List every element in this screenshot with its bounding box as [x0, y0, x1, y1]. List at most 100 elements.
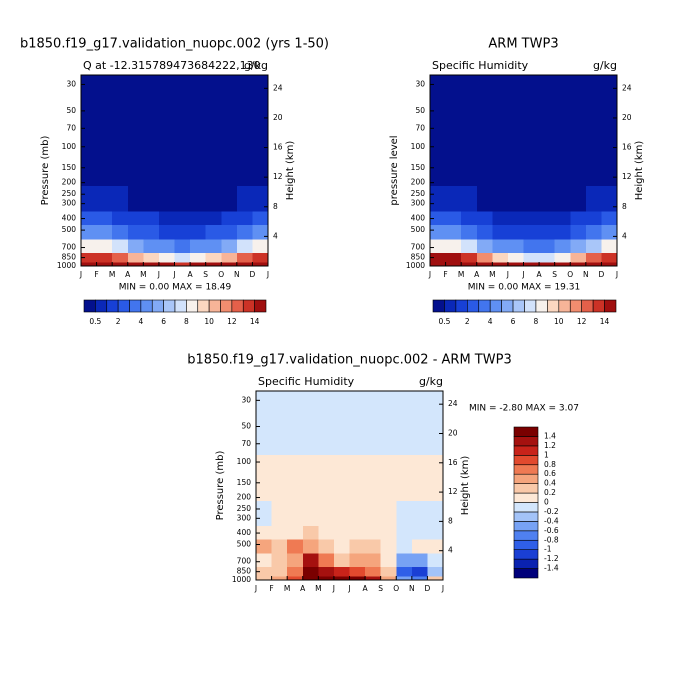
y-tick-label: 30 — [66, 79, 76, 88]
contour-cell — [445, 75, 462, 140]
y-tick-label: 850 — [411, 253, 426, 262]
chart-title: b1850.f19_g17.validation_nuopc.002 (yrs … — [20, 37, 329, 52]
contour-cell — [143, 75, 160, 140]
contour-cell — [507, 185, 524, 212]
contour-cell — [96, 211, 113, 225]
colorbar-label: -0.4 — [544, 516, 559, 525]
contour-cell — [523, 211, 540, 225]
colorbar-label: 0.5 — [438, 317, 450, 326]
contour-cell — [287, 525, 304, 540]
contour-cell — [570, 185, 587, 212]
y-axis-label: pressure level — [389, 135, 400, 205]
contour-cell — [81, 139, 98, 187]
colorbar-box — [254, 299, 267, 313]
contour-cell — [256, 500, 273, 527]
colorbar-box — [489, 299, 502, 313]
contour-cell — [427, 566, 444, 577]
contour-cell — [252, 238, 269, 254]
x-tick-label: A — [363, 584, 369, 593]
contour-cell — [461, 185, 478, 212]
colorbar-label: 1 — [544, 450, 549, 459]
colorbar-box — [547, 299, 560, 313]
contour-cell — [476, 185, 493, 212]
y-axis-label: Pressure (mb) — [215, 451, 226, 521]
contour-cell — [396, 566, 413, 577]
contour-cell — [365, 575, 382, 581]
subtitle-left: Q at -12.315789473684222,130 — [83, 59, 261, 72]
contour-cell — [396, 553, 413, 568]
contour-cell — [349, 500, 366, 527]
contour-cell — [287, 538, 304, 554]
x-tick-label: S — [203, 270, 208, 279]
contour-cell — [127, 238, 144, 254]
contour-cell — [318, 454, 335, 502]
contour-cell — [570, 211, 587, 225]
contour-cell — [507, 139, 524, 187]
contour-cell — [333, 454, 350, 502]
contour-cell — [365, 566, 382, 577]
contour-cell — [585, 238, 602, 254]
contour-cell — [427, 525, 444, 540]
colorbar-box — [455, 299, 468, 313]
contour-cell — [143, 261, 160, 267]
contour-cell — [81, 261, 98, 267]
contour-cell — [554, 211, 571, 225]
contour-cell — [554, 139, 571, 187]
y-tick-label: 30 — [415, 79, 425, 88]
y-tick-label: 300 — [411, 199, 426, 208]
contour-cell — [318, 538, 335, 554]
contour-cell — [302, 566, 319, 577]
contour-cell — [601, 238, 618, 254]
y2-tick-label: 12 — [448, 487, 458, 496]
contour-cell — [190, 261, 207, 267]
contour-cell — [601, 211, 618, 225]
y-tick-label: 700 — [237, 557, 252, 566]
colorbar-box — [513, 511, 539, 522]
contour-cell — [585, 261, 602, 267]
contour-cell — [318, 566, 335, 577]
contour-cell — [585, 211, 602, 225]
contour-cell — [236, 139, 253, 187]
contour-cell — [271, 500, 288, 527]
colorbar-box — [513, 549, 539, 560]
contour-cell — [81, 238, 98, 254]
colorbar-box — [106, 299, 119, 313]
contour-cell — [205, 261, 222, 267]
contour-cell — [81, 252, 98, 263]
contour-cell — [461, 224, 478, 240]
contour-cell — [236, 238, 253, 254]
contour-cell — [252, 252, 269, 263]
contour-cell — [287, 553, 304, 568]
contour-cell — [461, 75, 478, 140]
colorbar-box — [513, 445, 539, 456]
subtitle-right: g/kg — [244, 59, 268, 72]
contour-cell — [554, 261, 571, 267]
contour-cell — [143, 211, 160, 225]
min-max-label: MIN = 0.00 MAX = 19.31 — [468, 283, 580, 293]
colorbar-label: 12 — [577, 317, 587, 326]
contour-cell — [112, 261, 129, 267]
colorbar-box — [513, 539, 539, 550]
contour-cell — [476, 252, 493, 263]
contour-cell — [112, 75, 129, 140]
contour-cell — [585, 139, 602, 187]
contour-cell — [236, 224, 253, 240]
contour-cell — [252, 211, 269, 225]
x-tick-label: M — [140, 270, 146, 279]
y-tick-label: 50 — [415, 106, 425, 115]
contour-cell — [302, 454, 319, 502]
contour-cell — [256, 553, 273, 568]
min-max-label: MIN = -2.80 MAX = 3.07 — [469, 404, 579, 414]
contour-cell — [476, 238, 493, 254]
contour-cell — [445, 185, 462, 212]
contour-cell — [476, 261, 493, 267]
contour-cell — [221, 238, 238, 254]
contour-cell — [271, 525, 288, 540]
contour-cell — [318, 500, 335, 527]
colorbar-box — [467, 299, 480, 313]
contour-cell — [461, 261, 478, 267]
y-tick-label: 70 — [241, 439, 251, 448]
contour-cell — [507, 75, 524, 140]
contour-cell — [461, 238, 478, 254]
contour-cell — [96, 252, 113, 263]
